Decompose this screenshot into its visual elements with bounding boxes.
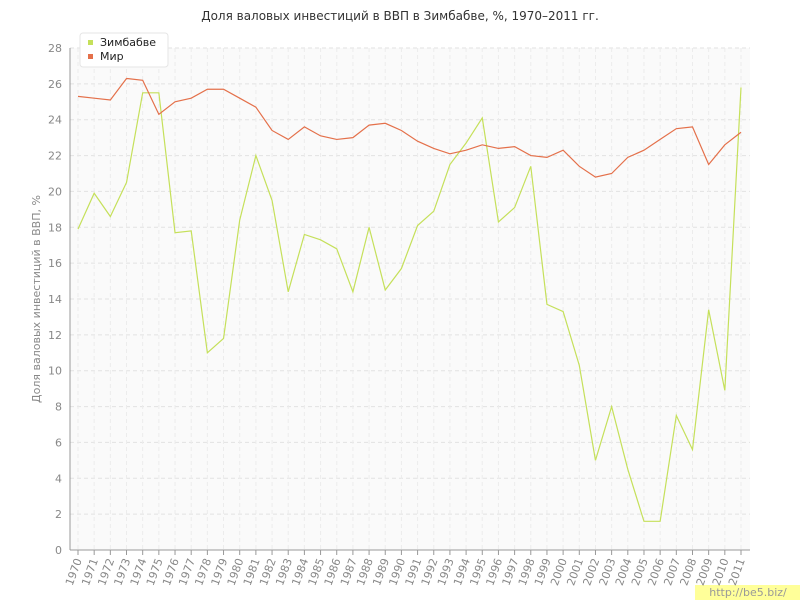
y-tick-label: 8 [55,401,62,414]
watermark-bg [695,585,800,600]
y-tick-label: 2 [55,508,62,521]
watermark: http://be5.biz/ [709,586,787,599]
y-tick-label: 12 [48,329,62,342]
chart-title: Доля валовых инвестиций в ВВП в Зимбабве… [201,9,599,23]
legend-swatch [88,54,93,59]
legend-label: Зимбабве [100,36,156,49]
y-tick-label: 18 [48,221,62,234]
legend-swatch [88,40,93,45]
y-tick-label: 28 [48,42,62,55]
y-tick-label: 10 [48,365,62,378]
y-tick-label: 26 [48,78,62,91]
legend-box [79,32,169,68]
y-tick-label: 14 [48,293,62,306]
y-tick-label: 16 [48,257,62,270]
y-axis-label: Доля валовых инвестиций в ВВП, % [30,195,43,403]
y-tick-label: 0 [55,544,62,557]
y-tick-label: 22 [48,150,62,163]
y-tick-label: 24 [48,114,62,127]
y-tick-label: 20 [48,185,62,198]
series-line [77,87,742,522]
y-tick-label: 4 [55,472,62,485]
legend-label: Мир [100,50,124,63]
series-line [77,77,742,178]
y-tick-label: 6 [55,436,62,449]
